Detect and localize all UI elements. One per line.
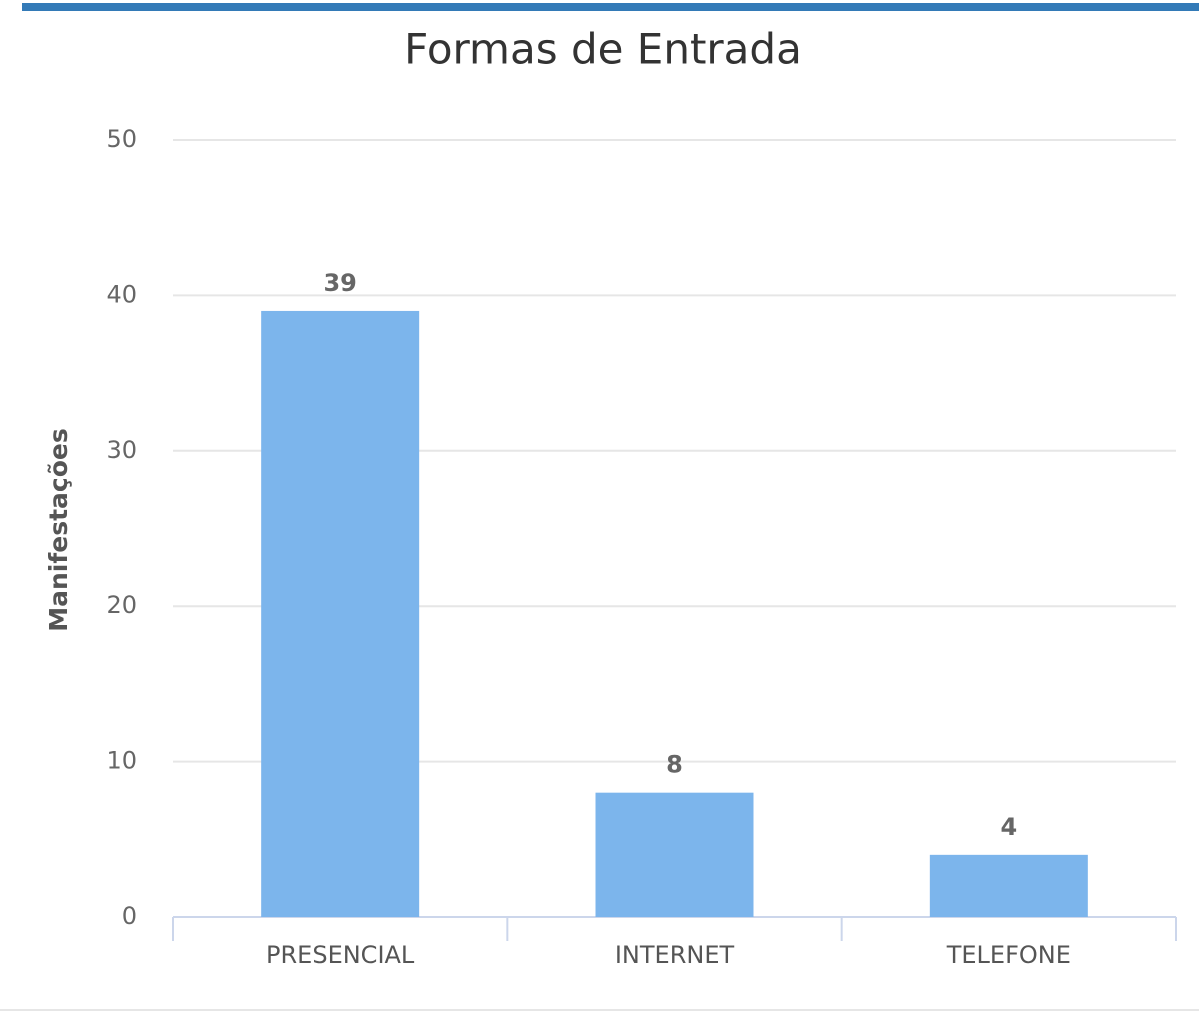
x-tick-label: INTERNET [615, 941, 735, 969]
y-axis-label: Manifestações [44, 428, 73, 631]
top-border [22, 3, 1199, 11]
data-label: 39 [323, 269, 356, 297]
y-tick-label: 50 [106, 125, 137, 153]
data-label: 4 [1000, 813, 1017, 841]
x-tick-label: TELEFONE [946, 941, 1071, 969]
y-tick-label: 0 [122, 902, 137, 930]
bar [929, 854, 1088, 917]
x-tick-label: PRESENCIAL [266, 941, 415, 969]
y-tick-label: 40 [106, 280, 137, 308]
y-tick-label: 20 [106, 591, 137, 619]
chart-title: Formas de Entrada [404, 25, 802, 74]
bar [261, 310, 420, 917]
y-tick-label: 30 [106, 436, 137, 464]
data-label: 8 [666, 751, 683, 779]
bar [595, 792, 754, 917]
y-tick-label: 10 [106, 747, 137, 775]
